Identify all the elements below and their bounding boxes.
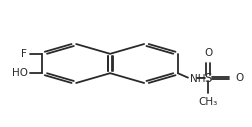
- Text: O: O: [203, 48, 211, 58]
- Text: F: F: [21, 49, 27, 59]
- Text: S: S: [204, 72, 211, 85]
- Text: O: O: [234, 73, 242, 83]
- Text: HO: HO: [12, 68, 28, 78]
- Text: NH: NH: [189, 74, 204, 84]
- Text: CH₃: CH₃: [198, 97, 217, 107]
